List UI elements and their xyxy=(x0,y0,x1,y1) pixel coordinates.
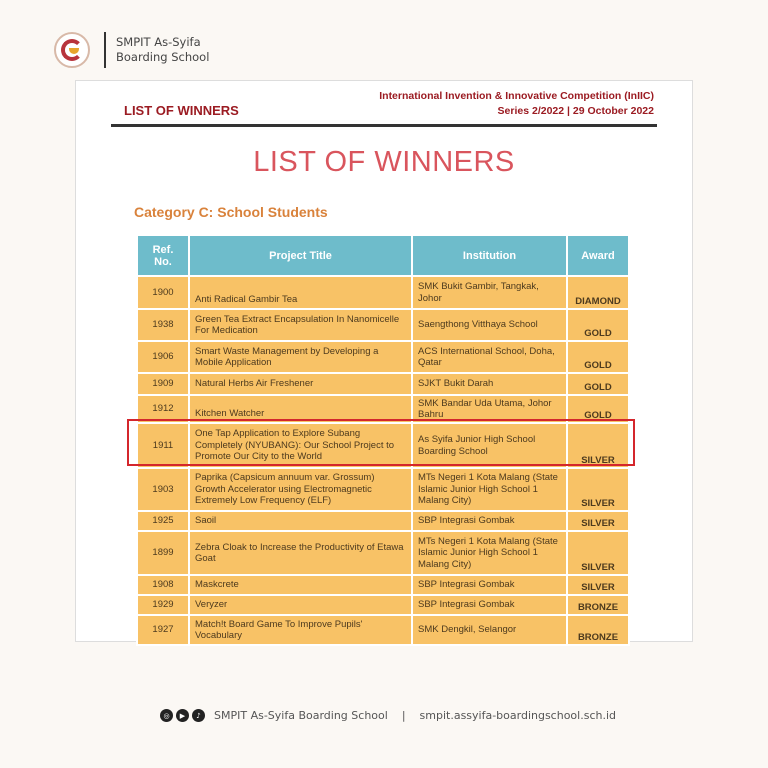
event-series-date: Series 2/2022 | 29 October 2022 xyxy=(497,105,654,117)
table-row: 1903 Paprika (Capsicum annuum var. Grossu… xyxy=(136,467,630,512)
ref-cell: 1900 xyxy=(136,275,190,310)
winners-document: LIST OF WINNERS International Invention … xyxy=(75,80,693,646)
ref-cell: 1906 xyxy=(136,340,190,374)
award-cell: SILVER xyxy=(566,467,630,512)
institution-cell: SJKT Bukit Darah xyxy=(411,372,568,396)
brand-line2: Boarding School xyxy=(116,50,210,64)
brand-header: SMPIT As-Syifa Boarding School xyxy=(54,32,209,68)
award-cell: BRONZE xyxy=(566,614,630,646)
award-cell: SILVER xyxy=(566,510,630,532)
brand-line1: SMPIT As-Syifa xyxy=(116,35,201,49)
footer-website[interactable]: smpit.assyifa-boardingschool.sch.id xyxy=(419,709,617,722)
title-cell: Smart Waste Management by Developing a M… xyxy=(188,340,413,374)
institution-cell: As Syifa Junior High School Boarding Sch… xyxy=(411,422,568,469)
table-row: 1906 Smart Waste Management by Developing… xyxy=(136,340,630,374)
institution-cell: SBP Integrasi Gombak xyxy=(411,594,568,616)
title-cell: One Tap Application to Explore Subang Co… xyxy=(188,422,413,469)
table-row: 1899 Zebra Cloak to Increase the Producti… xyxy=(136,530,630,576)
school-logo xyxy=(54,32,90,68)
ref-cell: 1927 xyxy=(136,614,190,646)
ref-cell: 1938 xyxy=(136,308,190,342)
table-row: 1909 Natural Herbs Air Freshener SJKT Buki… xyxy=(136,372,630,396)
footer-name: SMPIT As-Syifa Boarding School xyxy=(214,709,388,722)
award-cell: SILVER xyxy=(566,530,630,576)
title-cell: Match!t Board Game To Improve Pupils' Vo… xyxy=(188,614,413,646)
table-row: 1900 Anti Radical Gambir Tea SMK Bukit Gam… xyxy=(136,275,630,310)
brand-name: SMPIT As-Syifa Boarding School xyxy=(116,35,209,65)
instagram-icon[interactable]: ◎ xyxy=(160,709,173,722)
table-row: 1911 One Tap Application to Explore Suban… xyxy=(136,422,630,469)
table-row: 1929 Veryzer SBP Integrasi Gombak BRONZE xyxy=(136,594,630,616)
category-heading: Category C: School Students xyxy=(134,204,328,220)
col-ref: Ref. No. xyxy=(136,234,190,277)
institution-cell: MTs Negeri 1 Kota Malang (State Islamic … xyxy=(411,467,568,512)
institution-cell: SBP Integrasi Gombak xyxy=(411,510,568,532)
institution-cell: SMK Dengkil, Selangor xyxy=(411,614,568,646)
title-cell: Saoil xyxy=(188,510,413,532)
highlight-box xyxy=(127,419,635,466)
header-rule xyxy=(111,124,657,127)
table-header: Ref. No. Project Title Institution Award xyxy=(136,234,630,277)
award-cell: GOLD xyxy=(566,340,630,374)
award-cell: DIAMOND xyxy=(566,275,630,310)
award-cell: SILVER xyxy=(566,574,630,596)
institution-cell: SMK Bukit Gambir, Tangkak, Johor xyxy=(411,275,568,310)
ref-cell: 1911 xyxy=(136,422,190,469)
award-cell: GOLD xyxy=(566,308,630,342)
title-cell: Natural Herbs Air Freshener xyxy=(188,372,413,396)
ref-cell: 1899 xyxy=(136,530,190,576)
table-row: 1925 Saoil SBP Integrasi Gombak SILVER xyxy=(136,510,630,532)
title-cell: Maskcrete xyxy=(188,574,413,596)
title-cell: Veryzer xyxy=(188,594,413,616)
footer: ◎ ▶ ♪ SMPIT As-Syifa Boarding School | s… xyxy=(160,709,616,722)
ref-cell: 1929 xyxy=(136,594,190,616)
col-title: Project Title xyxy=(188,234,413,277)
title-cell: Paprika (Capsicum annuum var. Grossum) G… xyxy=(188,467,413,512)
doc-header-event: International Invention & Innovative Com… xyxy=(379,89,654,119)
table-row: 1938 Green Tea Extract Encapsulation In N… xyxy=(136,308,630,342)
award-cell: BRONZE xyxy=(566,594,630,616)
award-cell: GOLD xyxy=(566,372,630,396)
youtube-icon[interactable]: ▶ xyxy=(176,709,189,722)
title-cell: Zebra Cloak to Increase the Productivity… xyxy=(188,530,413,576)
table-row: 1927 Match!t Board Game To Improve Pupils… xyxy=(136,614,630,646)
ref-cell: 1925 xyxy=(136,510,190,532)
institution-cell: Saengthong Vitthaya School xyxy=(411,308,568,342)
title-cell: Anti Radical Gambir Tea xyxy=(188,275,413,310)
ref-cell: 1903 xyxy=(136,467,190,512)
footer-separator: | xyxy=(401,709,406,722)
institution-cell: MTs Negeri 1 Kota Malang (State Islamic … xyxy=(411,530,568,576)
title-cell: Green Tea Extract Encapsulation In Nanom… xyxy=(188,308,413,342)
tiktok-icon[interactable]: ♪ xyxy=(192,709,205,722)
event-name: International Invention & Innovative Com… xyxy=(379,90,654,102)
institution-cell: SBP Integrasi Gombak xyxy=(411,574,568,596)
institution-cell: ACS International School, Doha, Qatar xyxy=(411,340,568,374)
doc-header-title: LIST OF WINNERS xyxy=(124,103,239,118)
table-row: 1908 Maskcrete SBP Integrasi Gombak SILVER xyxy=(136,574,630,596)
page-title: LIST OF WINNERS xyxy=(253,146,515,178)
ref-cell: 1909 xyxy=(136,372,190,396)
col-award: Award xyxy=(566,234,630,277)
award-cell: SILVER xyxy=(566,422,630,469)
ref-cell: 1908 xyxy=(136,574,190,596)
col-institution: Institution xyxy=(411,234,568,277)
divider xyxy=(104,32,106,68)
